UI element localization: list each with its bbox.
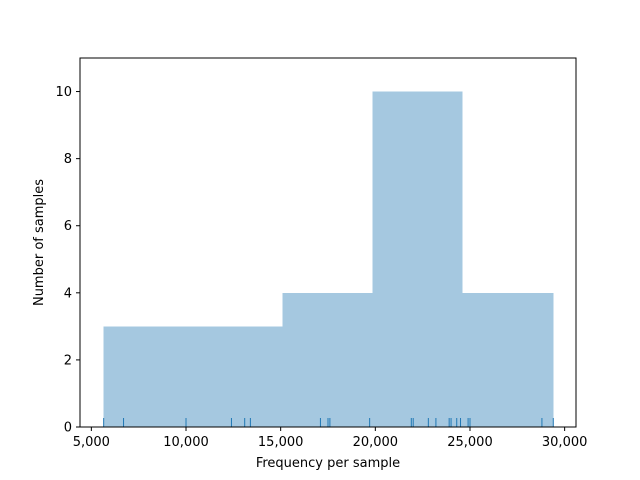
- y-tick-label: 4: [64, 286, 72, 301]
- plot-frame: [79, 57, 577, 428]
- y-axis-label: Number of samples: [32, 179, 47, 306]
- histogram-bar-4: [462, 292, 554, 427]
- x-tick-label: 30,000: [542, 435, 588, 450]
- histogram-bar-1: [103, 326, 283, 427]
- x-tick-label: 5,000: [73, 435, 110, 450]
- y-tick-label: 8: [64, 152, 72, 167]
- x-axis-ticks: 5,000 10,000 15,000 20,000 25,000 30,000: [73, 427, 588, 450]
- x-tick-label: 20,000: [353, 435, 399, 450]
- x-tick-label: 25,000: [447, 435, 493, 450]
- y-tick-label: 10: [55, 85, 72, 100]
- x-axis-label: Frequency per sample: [256, 456, 400, 471]
- histogram-bar-2: [282, 292, 373, 427]
- bars-layer: [103, 91, 554, 427]
- y-tick-label: 2: [64, 353, 72, 368]
- y-axis-ticks: 0 2 4 6 8 10: [55, 85, 80, 436]
- rug-layer: [103, 418, 554, 427]
- y-tick-label: 6: [64, 219, 72, 234]
- histogram-bar-3: [372, 91, 463, 427]
- y-tick-label: 0: [64, 421, 72, 436]
- x-tick-label: 10,000: [163, 435, 209, 450]
- x-tick-label: 15,000: [258, 435, 304, 450]
